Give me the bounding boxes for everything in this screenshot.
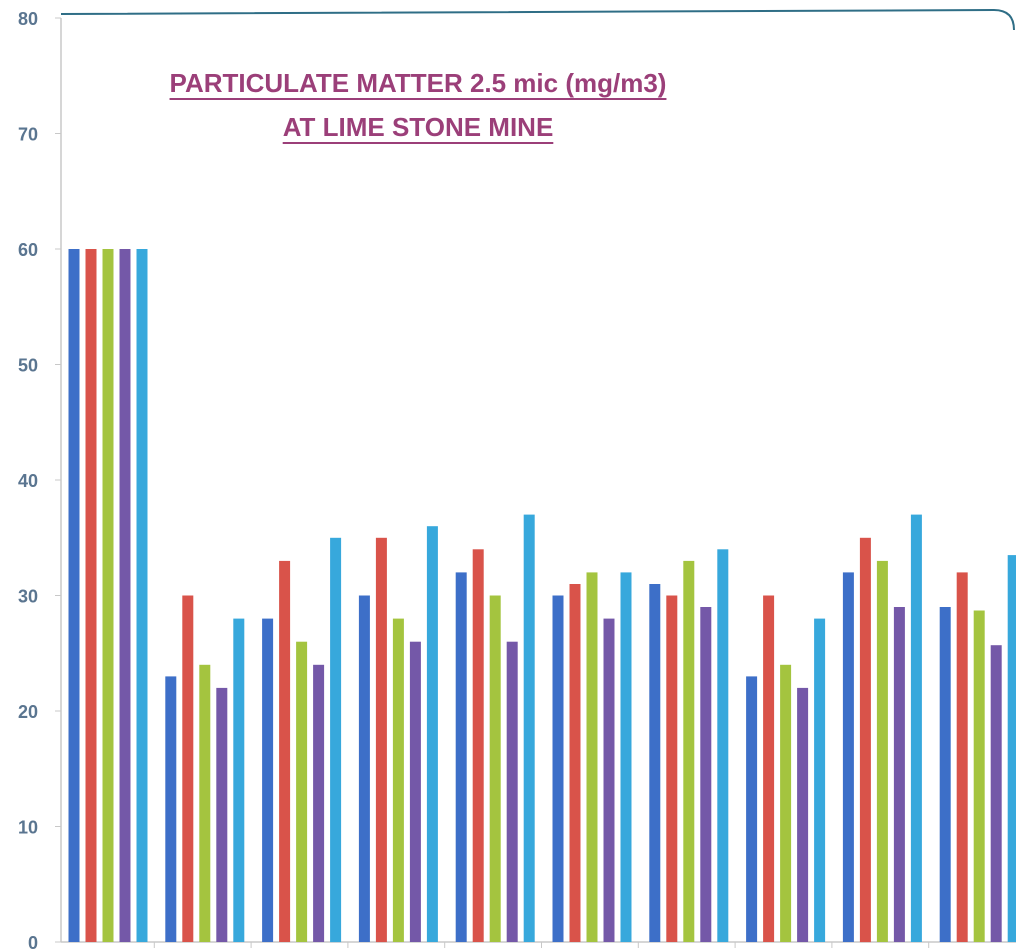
chart-title-line-2: AT LIME STONE MINE [283, 112, 554, 142]
bar-group-5-series-3 [489, 595, 501, 942]
bar-group-10-series-4 [990, 645, 1002, 942]
bar-group-6-series-5 [620, 572, 632, 942]
bar-group-6-series-1 [552, 595, 564, 942]
bars [68, 249, 1016, 948]
bar-group-1-series-3 [102, 249, 114, 942]
bar-group-1-series-2 [85, 249, 97, 942]
bar-group-10-series-3 [973, 610, 985, 942]
bar-group-5-series-5 [523, 514, 535, 942]
bar-group-2-series-4 [216, 687, 228, 942]
bar-group-4-series-5 [426, 526, 438, 942]
bar-group-3-series-4 [313, 664, 325, 942]
bar-group-3-series-1 [262, 618, 274, 942]
bar-group-8-series-4 [797, 687, 809, 942]
bar-group-8-series-3 [780, 664, 792, 942]
bar-group-9-series-2 [859, 537, 871, 943]
bar-group-6-series-2 [569, 584, 581, 942]
y-tick-label-20: 20 [18, 702, 38, 722]
bar-group-4-series-2 [375, 537, 387, 943]
bar-group-2-series-5 [233, 618, 245, 942]
bar-group-7-series-3 [683, 560, 695, 942]
bar-group-9-series-1 [842, 572, 854, 942]
bar-group-10-series-2 [956, 572, 968, 942]
y-axis-tick-labels: 0 10 20 30 40 50 60 70 80 [18, 9, 61, 949]
bar-group-2-series-2 [182, 595, 194, 942]
bar-group-3-series-3 [296, 641, 308, 942]
bar-group-7-series-4 [700, 607, 712, 942]
y-tick-label-40: 40 [18, 471, 38, 491]
bar-group-3-series-5 [330, 537, 342, 943]
bar-group-8-series-2 [763, 595, 775, 942]
y-tick-label-0: 0 [28, 933, 38, 949]
bar-group-4-series-1 [358, 595, 370, 942]
bar-group-7-series-1 [649, 584, 661, 942]
y-tick-label-30: 30 [18, 587, 38, 607]
bar-group-8-series-5 [814, 618, 826, 942]
plot-border-top [60, 8, 1015, 31]
y-tick-label-70: 70 [18, 125, 38, 145]
bar-group-4-series-3 [392, 618, 404, 942]
bar-group-5-series-1 [455, 572, 467, 942]
y-tick-label-50: 50 [18, 356, 38, 376]
bar-group-2-series-3 [199, 664, 211, 942]
chart-title-line-1: PARTICULATE MATTER 2.5 mic (mg/m3) [170, 68, 667, 98]
chart-title: PARTICULATE MATTER 2.5 mic (mg/m3) AT LI… [169, 68, 667, 144]
bar-group-5-series-4 [506, 641, 518, 942]
bar-group-5-series-2 [472, 549, 484, 942]
bar-group-1-series-5 [136, 249, 148, 942]
bar-group-10-series-5 [1007, 555, 1016, 942]
bar-group-7-series-2 [666, 595, 678, 942]
bar-group-9-series-5 [910, 514, 922, 942]
bar-group-6-series-3 [586, 572, 598, 942]
bar-group-9-series-3 [876, 560, 888, 942]
bar-group-4-series-4 [409, 641, 421, 942]
bar-group-8-series-1 [746, 676, 758, 942]
bar-group-10-series-1 [939, 607, 951, 942]
y-tick-label-60: 60 [18, 240, 38, 260]
bar-group-2-series-1 [165, 676, 177, 942]
bar-group-1-series-4 [119, 249, 131, 942]
bar-group-1-series-1 [68, 249, 80, 942]
y-tick-label-10: 10 [18, 818, 38, 838]
y-tick-label-80: 80 [18, 9, 38, 29]
bar-group-6-series-4 [603, 618, 615, 942]
bar-group-7-series-5 [717, 549, 729, 942]
bar-group-3-series-2 [279, 560, 291, 942]
bar-group-9-series-4 [893, 607, 905, 942]
